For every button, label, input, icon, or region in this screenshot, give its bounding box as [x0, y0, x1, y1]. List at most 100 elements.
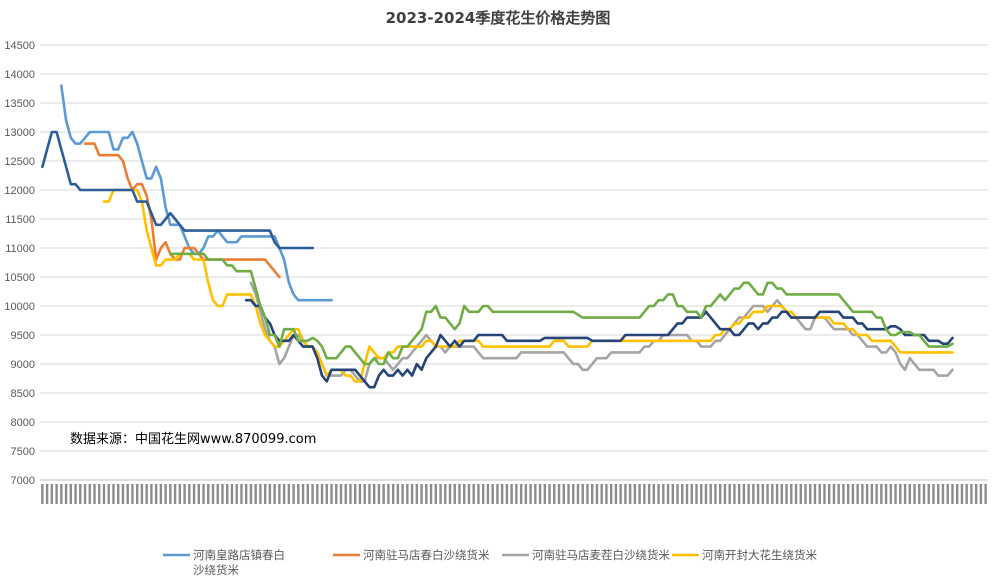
x-tick-label	[154, 484, 158, 504]
x-tick-label	[240, 484, 243, 504]
x-tick-label	[64, 484, 68, 504]
x-tick-label	[278, 484, 281, 504]
series-line-6	[169, 252, 954, 366]
x-tick-label	[861, 484, 864, 504]
x-tick-label	[55, 484, 58, 504]
y-tick-label: 14000	[4, 69, 35, 81]
x-tick-label	[837, 484, 840, 504]
y-tick-label: 9000	[11, 359, 35, 371]
x-tick-label	[41, 484, 44, 504]
y-tick-label: 8500	[11, 388, 35, 400]
x-tick-label	[496, 484, 499, 504]
x-tick-label	[785, 484, 788, 504]
y-axis-ticks: 7000 7500 8000 8500 9000 9500 10000 10500 11000 1…	[4, 40, 35, 487]
x-tick-label	[524, 484, 528, 504]
series-line-1	[83, 142, 281, 279]
x-tick-label	[140, 484, 144, 504]
legend-label: 河南皇路店镇春白	[193, 548, 285, 562]
x-tick-label	[529, 484, 532, 504]
x-tick-label	[500, 484, 504, 504]
x-tick-label	[263, 484, 267, 504]
legend-label: 河南开封大花生绕货米	[702, 548, 817, 562]
x-tick-label	[74, 484, 77, 504]
chart-title: 2023-2024季度花生价格走势图	[386, 9, 611, 27]
y-tick-label: 10500	[4, 272, 35, 284]
x-tick-label	[865, 484, 869, 504]
x-tick-label	[714, 484, 717, 504]
x-tick-label	[50, 484, 54, 504]
legend-label: 河南驻马店春白沙绕货米	[363, 548, 490, 562]
x-tick-label	[538, 484, 542, 504]
x-tick-label	[775, 484, 779, 504]
x-tick-label	[463, 484, 466, 504]
x-tick-label	[846, 484, 850, 504]
x-tick-label	[444, 484, 447, 504]
x-tick-label	[358, 484, 362, 504]
x-tick-label	[344, 484, 347, 504]
x-tick-label	[913, 484, 916, 504]
x-tick-label	[951, 484, 954, 504]
x-tick-label	[733, 484, 736, 504]
x-tick-label	[396, 484, 400, 504]
x-tick-label	[448, 484, 452, 504]
x-tick-label	[695, 484, 698, 504]
x-tick-label	[771, 484, 774, 504]
x-tick-label	[794, 484, 798, 504]
x-tick-label	[159, 484, 163, 504]
x-tick-label	[884, 484, 888, 504]
x-tick-label	[619, 484, 622, 504]
x-tick-label	[316, 484, 319, 504]
x-tick-label	[946, 484, 949, 504]
x-tick-label	[164, 484, 167, 504]
x-tick-label	[718, 484, 722, 504]
x-tick-label	[624, 484, 627, 504]
x-tick-label	[681, 484, 684, 504]
x-tick-label	[870, 484, 874, 504]
series-line-5	[244, 298, 954, 389]
legend-label: 河南驻马店麦茬白沙绕货米	[532, 548, 670, 562]
x-tick-label	[600, 484, 603, 504]
x-tick-label	[410, 484, 414, 504]
x-tick-label	[903, 484, 907, 504]
x-tick-label	[548, 484, 551, 504]
x-tick-label	[576, 484, 580, 504]
x-tick-label	[79, 484, 82, 504]
x-tick-label	[510, 484, 513, 504]
x-tick-label	[235, 484, 238, 504]
x-tick-label	[567, 484, 570, 504]
x-tick-label	[595, 484, 599, 504]
series-line-0	[60, 84, 333, 302]
y-tick-label: 10000	[4, 301, 35, 313]
x-tick-label	[150, 484, 153, 504]
x-tick-label	[752, 484, 755, 504]
x-tick-label	[557, 484, 561, 504]
x-tick-label	[453, 484, 456, 504]
x-tick-label	[647, 484, 651, 504]
x-tick-label	[354, 484, 357, 504]
x-tick-label	[908, 484, 911, 504]
x-tick-label	[505, 484, 509, 504]
x-tick-label	[169, 484, 172, 504]
x-tick-label	[780, 484, 784, 504]
x-tick-label	[467, 484, 471, 504]
gridlines	[40, 44, 988, 481]
series-line-4	[41, 130, 314, 250]
x-tick-label	[121, 484, 125, 504]
y-tick-label: 7000	[11, 475, 35, 487]
x-tick-label	[700, 484, 703, 504]
x-tick-label	[955, 484, 959, 504]
y-tick-label: 13500	[4, 98, 35, 110]
x-tick-label	[83, 484, 87, 504]
y-tick-label: 9500	[11, 330, 35, 342]
x-tick-label	[690, 484, 693, 504]
x-tick-label	[609, 484, 613, 504]
x-tick-label	[638, 484, 641, 504]
y-tick-label: 13000	[4, 127, 35, 139]
x-tick-label	[918, 484, 921, 504]
x-tick-label	[292, 484, 295, 504]
x-tick-label	[287, 484, 291, 504]
x-tick-label	[98, 484, 101, 504]
x-tick-label	[737, 484, 741, 504]
x-tick-label	[960, 484, 964, 504]
x-tick-label	[605, 484, 608, 504]
